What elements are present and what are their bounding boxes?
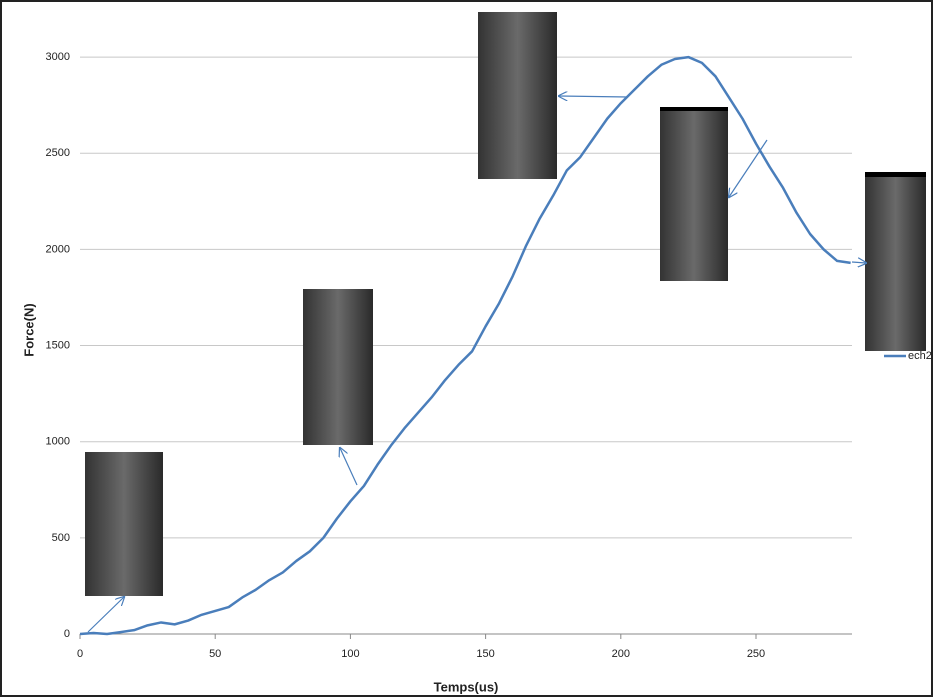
x-axis-label: Temps(us) xyxy=(434,679,499,694)
x-tick-label: 0 xyxy=(77,648,83,660)
arrow xyxy=(729,139,768,197)
photo xyxy=(303,289,373,445)
arrows xyxy=(87,96,866,633)
photos xyxy=(85,12,926,596)
photo xyxy=(660,107,728,281)
photo xyxy=(85,452,163,596)
y-axis-label: Force(N) xyxy=(21,303,36,356)
arrow xyxy=(851,262,866,263)
x-tick-label: 200 xyxy=(612,648,630,660)
y-tick-label: 1500 xyxy=(46,339,70,351)
y-tick-label: 3000 xyxy=(46,51,70,63)
legend-label: ech2 xyxy=(908,350,932,362)
x-tick-label: 150 xyxy=(476,648,494,660)
x-tick-label: 50 xyxy=(209,648,221,660)
x-tick-label: 100 xyxy=(341,648,359,660)
y-tick-label: 2500 xyxy=(46,147,70,159)
y-tick-label: 2000 xyxy=(46,243,70,255)
y-tick-label: 1000 xyxy=(46,436,70,448)
photo-edge xyxy=(865,172,926,177)
arrow xyxy=(87,597,124,633)
photo xyxy=(478,12,557,179)
plot-area: 0 500 1000 1500 2000 2500 3000 0 50 100 150 200 250 xyxy=(46,51,852,660)
data-line xyxy=(79,55,851,636)
y-tick-label: 0 xyxy=(64,628,70,640)
photo xyxy=(865,172,926,351)
photo-edge xyxy=(660,107,728,111)
x-tick-label: 250 xyxy=(747,648,765,660)
y-tick-label: 500 xyxy=(52,532,70,544)
arrow xyxy=(340,448,358,486)
arrow xyxy=(559,96,629,97)
